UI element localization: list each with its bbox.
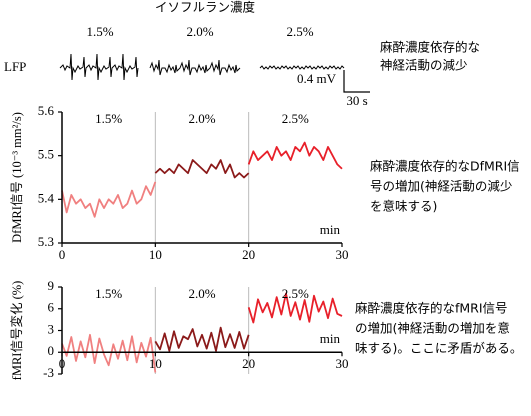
y-tick-label: 5.6	[38, 103, 55, 118]
note: 号の増加(神経活動の減少	[370, 179, 512, 194]
data-line	[154, 159, 250, 179]
y-tick-label: 0	[48, 343, 55, 358]
lfp-traces	[59, 53, 370, 93]
scale-bar	[343, 70, 370, 93]
note: 神経活動の減少	[380, 58, 468, 73]
data-line	[61, 181, 157, 218]
note: 麻酔濃度依存的な	[380, 40, 480, 55]
y-tick-label: 5.5	[38, 147, 54, 162]
scale-voltage: 0.4 mV	[297, 71, 337, 86]
x-tick-label: 0	[59, 356, 66, 371]
y-axis-label: DfMRI信号 (10⁻³ mm²/s)	[10, 112, 24, 243]
data-line	[61, 333, 157, 373]
segment-label: 2.0%	[186, 24, 213, 39]
note: の増加(神経活動の増加を意	[355, 321, 510, 336]
lfp-trace	[259, 65, 345, 70]
segment-label: 1.5%	[95, 286, 122, 301]
x-tick-label: 30	[336, 356, 349, 371]
segment-label: 2.5%	[286, 24, 313, 39]
segment-label: 2.0%	[188, 111, 215, 126]
segment-label: 2.0%	[188, 286, 215, 301]
lfp-label: LFP	[4, 59, 26, 74]
note: 麻酔濃度依存的なfMRI信号	[355, 301, 508, 316]
x-tick-label: 0	[59, 247, 66, 262]
data-line	[154, 326, 250, 352]
x-axis-label: min	[320, 331, 341, 346]
x-tick-label: 10	[149, 356, 162, 371]
y-tick-label: -3	[43, 365, 54, 380]
note: 味する)。ここに矛盾がある。	[355, 341, 522, 356]
lfp-trace	[59, 53, 139, 81]
y-axis-label: fMRI信号変化 (%)	[9, 281, 24, 381]
data-line	[247, 292, 343, 324]
note: を意味する)	[370, 199, 437, 214]
lfp-trace	[149, 59, 241, 76]
note: 麻酔濃度依存的なDfMRI信	[370, 159, 520, 174]
y-tick-label: 5.4	[38, 190, 55, 205]
title: イソフルラン濃度	[155, 0, 256, 15]
segment-label: 2.5%	[282, 286, 309, 301]
x-tick-label: 30	[336, 247, 349, 262]
segment-label: 1.5%	[95, 111, 122, 126]
x-tick-label: 10	[149, 247, 162, 262]
x-tick-label: 20	[242, 247, 255, 262]
y-tick-label: 6	[48, 300, 55, 315]
segment-label: 1.5%	[86, 24, 113, 39]
y-tick-label: 9	[48, 278, 55, 293]
x-tick-label: 20	[242, 356, 255, 371]
data-line	[247, 141, 343, 170]
x-axis-label: min	[320, 222, 341, 237]
scale-time: 30 s	[346, 93, 367, 108]
segment-label: 2.5%	[282, 111, 309, 126]
y-tick-label: 3	[48, 321, 55, 336]
y-tick-label: 5.3	[38, 234, 54, 249]
